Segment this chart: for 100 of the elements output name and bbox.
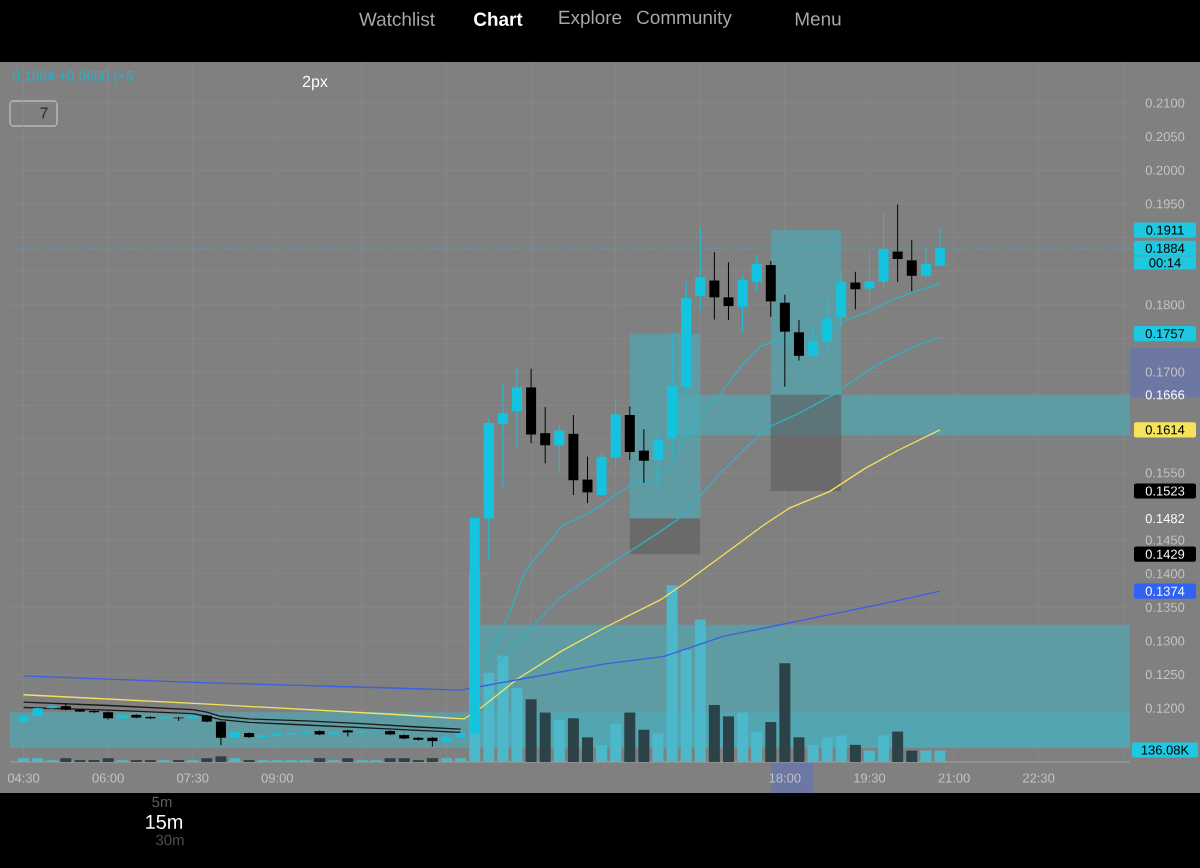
y-tick-label: 0.1950 xyxy=(1145,199,1185,209)
bar xyxy=(849,744,861,762)
bar xyxy=(765,722,777,762)
bar xyxy=(751,731,763,762)
candlestick xyxy=(511,367,522,450)
line-series xyxy=(22,429,941,720)
bar xyxy=(60,758,72,762)
bar xyxy=(906,750,918,762)
candlestick xyxy=(596,451,607,497)
bar xyxy=(426,758,438,762)
x-tick-label: 22:30 xyxy=(1023,773,1055,783)
candlestick xyxy=(681,281,692,394)
bar xyxy=(638,729,650,762)
bar xyxy=(878,735,890,762)
text: 136.08K xyxy=(1141,745,1189,755)
bar xyxy=(497,655,509,762)
bar xyxy=(32,758,44,762)
x-tick-label: 19:30 xyxy=(854,773,886,783)
y-tick-label: 0.1757 xyxy=(1145,329,1185,339)
text: Watchlist xyxy=(359,12,435,26)
bar xyxy=(666,585,678,762)
candlestick xyxy=(808,323,819,361)
bar xyxy=(807,744,819,762)
y-tick-label: 0.1700 xyxy=(1145,367,1185,377)
candlestick xyxy=(793,319,804,362)
annotation: 2px xyxy=(302,75,328,91)
ref-line-label: 0.1884 xyxy=(1145,243,1185,253)
candlestick xyxy=(497,382,508,488)
x-tick-label: 06:00 xyxy=(92,773,124,783)
line-series xyxy=(22,590,941,691)
bar xyxy=(821,737,833,762)
bar xyxy=(596,744,608,762)
bar xyxy=(863,750,875,762)
candlestick xyxy=(836,271,847,328)
candlestick xyxy=(568,414,579,496)
candlestick xyxy=(906,239,917,292)
bar xyxy=(652,733,664,762)
bar xyxy=(835,735,847,762)
annotation: 0.1884 +0.0650 (+5 xyxy=(12,70,134,84)
candlestick xyxy=(582,456,593,504)
bar xyxy=(102,758,114,762)
y-tick-label: 0.1482 xyxy=(1145,513,1185,524)
y-tick-label: 0.1350 xyxy=(1145,602,1185,612)
text: Menu xyxy=(795,12,841,26)
bar xyxy=(610,723,622,762)
candlestick xyxy=(554,424,565,472)
y-tick-label: 0.1250 xyxy=(1145,669,1185,680)
bar xyxy=(934,750,946,762)
candlestick xyxy=(723,261,734,321)
bar xyxy=(694,619,706,762)
candlestick xyxy=(765,260,776,318)
bar xyxy=(581,737,593,762)
bar xyxy=(567,718,579,762)
bar xyxy=(483,672,495,762)
x-tick-label: 09:00 xyxy=(261,773,294,783)
y-tick-label: 0.1800 xyxy=(1145,300,1185,310)
y-tick-label: 0.1429 xyxy=(1145,549,1185,559)
candlestick xyxy=(638,428,649,484)
y-tick-label: 0.1400 xyxy=(1145,569,1185,579)
x-tick-label: 21:00 xyxy=(938,773,970,783)
candlestick xyxy=(652,432,663,491)
bar xyxy=(708,704,720,762)
candlestick xyxy=(864,254,875,301)
bar xyxy=(779,663,791,762)
candlestick xyxy=(737,274,748,333)
candlestick xyxy=(624,405,635,461)
y-tick-label: 0.1550 xyxy=(1145,468,1185,478)
bar xyxy=(384,758,396,762)
bar xyxy=(553,720,565,762)
line-series xyxy=(485,283,941,665)
bar xyxy=(342,758,354,762)
candlestick xyxy=(371,729,382,733)
bar xyxy=(525,699,537,762)
text: 00:14 xyxy=(1149,258,1181,268)
annotation: 7 xyxy=(40,107,48,119)
y-tick-label: 0.1300 xyxy=(1145,636,1185,646)
bar xyxy=(215,756,227,762)
candlestick xyxy=(540,406,551,464)
bar xyxy=(441,758,452,762)
bar xyxy=(201,758,213,762)
x-tick-label: 07:30 xyxy=(177,773,209,783)
y-tick-label: 0.1200 xyxy=(1145,703,1185,713)
text: Explore xyxy=(559,10,622,28)
bar xyxy=(920,750,932,762)
candlestick xyxy=(483,417,494,561)
bar xyxy=(539,712,551,762)
candlestick xyxy=(526,368,537,444)
x-tick-label: 04:30 xyxy=(7,773,40,783)
y-tick-label: 0.1374 xyxy=(1145,586,1185,596)
bar xyxy=(314,758,326,762)
x-tick-label: 18:00 xyxy=(769,773,801,783)
y-tick-label: 0.2000 xyxy=(1145,165,1185,175)
y-tick-label: 0.1614 xyxy=(1145,425,1185,435)
bar xyxy=(398,758,410,762)
bar xyxy=(722,716,734,762)
bar xyxy=(511,687,523,762)
bar xyxy=(455,758,467,762)
y-tick-label: 0.2050 xyxy=(1145,132,1185,142)
line-series xyxy=(488,336,941,673)
y-tick-label: 0.1523 xyxy=(1145,486,1185,496)
